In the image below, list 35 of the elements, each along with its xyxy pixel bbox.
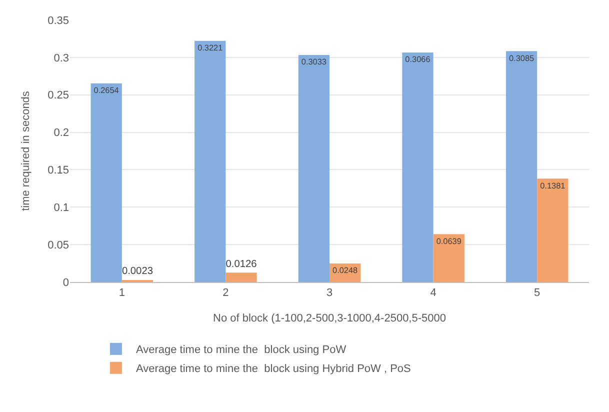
y-tick-label: 0.05 bbox=[48, 239, 69, 252]
bar bbox=[506, 51, 538, 282]
data-label: 0.0126 bbox=[226, 258, 258, 270]
x-tick-label: 2 bbox=[222, 287, 229, 300]
y-tick-label: 0.25 bbox=[48, 90, 69, 102]
bar bbox=[402, 52, 434, 282]
data-label: 0.1381 bbox=[540, 181, 566, 190]
x-tick-label: 1 bbox=[118, 287, 125, 300]
bar bbox=[226, 272, 257, 282]
x-tick-label: 5 bbox=[534, 287, 540, 300]
legend-label: Average time to mine the block using Hybrid PoW , PoS bbox=[136, 363, 411, 376]
bar bbox=[298, 54, 330, 282]
data-label: 0.0023 bbox=[122, 266, 154, 278]
y-tick-label: 0.3 bbox=[54, 52, 69, 64]
bar bbox=[194, 40, 226, 282]
y-tick-label: 0.35 bbox=[48, 14, 69, 27]
data-label: 0.0248 bbox=[332, 266, 358, 276]
y-tick-label: 0.2 bbox=[54, 127, 69, 140]
data-label: 0.2654 bbox=[94, 86, 120, 96]
y-tick-label: 0 bbox=[62, 276, 69, 289]
x-tick-label: 3 bbox=[326, 287, 333, 300]
bar bbox=[90, 83, 122, 282]
x-tick-label: 4 bbox=[430, 287, 436, 300]
data-label: 0.3221 bbox=[198, 44, 224, 53]
y-tick-label: 0.1 bbox=[54, 202, 69, 214]
x-axis-title: No of block (1-100,2-500,3-1000,4-2500,5-5000 bbox=[213, 312, 446, 324]
bar bbox=[537, 178, 568, 282]
data-label: 0.3085 bbox=[508, 54, 535, 63]
legend-label: Average time to mine the block using PoW bbox=[136, 344, 347, 356]
bar bbox=[433, 234, 464, 282]
data-label: 0.3066 bbox=[405, 55, 431, 64]
y-tick-label: 0.15 bbox=[48, 164, 69, 177]
data-label: 0.3033 bbox=[301, 58, 327, 67]
data-label: 0.0639 bbox=[436, 236, 462, 246]
y-axis-title: time required in seconds bbox=[20, 90, 32, 211]
